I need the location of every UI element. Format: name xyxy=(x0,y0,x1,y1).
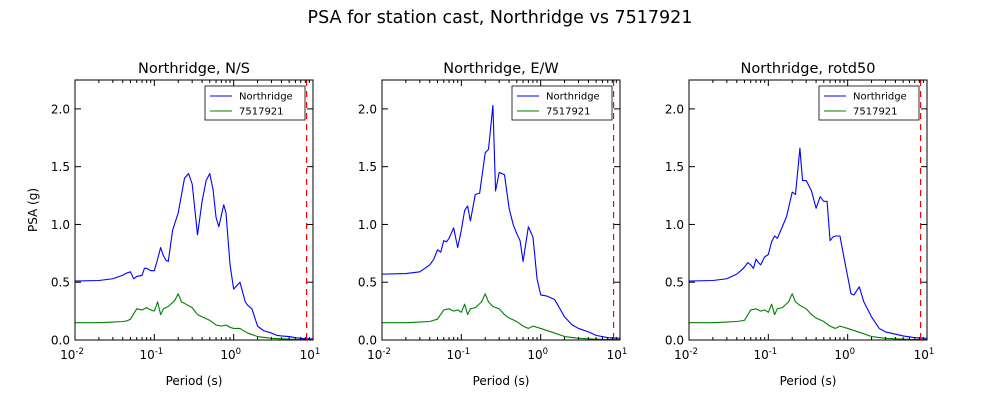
legend: Northridge 7517921 xyxy=(204,85,306,121)
x-tick-label: 10-1 xyxy=(139,347,163,362)
y-tick-label: 0.5 xyxy=(665,276,684,290)
legend-label: 7517921 xyxy=(853,107,898,118)
plot-area xyxy=(689,80,927,340)
legend-label: 7517921 xyxy=(546,107,591,118)
x-axis-label: Period (s) xyxy=(780,374,837,388)
legend-label: Northridge xyxy=(546,92,600,103)
legend-box xyxy=(204,85,306,121)
legend-label: Northridge xyxy=(853,92,907,103)
x-tick-label: 10-2 xyxy=(367,347,391,362)
x-tick-label: 10-1 xyxy=(446,347,470,362)
series-line-7517921 xyxy=(382,293,620,340)
x-tick-label: 10-1 xyxy=(753,347,777,362)
panel-title: Northridge, rotd50 xyxy=(741,61,876,77)
panel-title: Northridge, N/S xyxy=(138,61,250,77)
legend: Northridge 7517921 xyxy=(511,85,613,121)
x-tick-label: 101 xyxy=(607,347,628,362)
y-tick-label: 0.5 xyxy=(358,276,377,290)
y-axis-label: PSA (g) xyxy=(26,188,40,232)
chart-panel-3: 10-2 10-1 100 101 0.0 0.5 1.0 1.5 2.0 Northridge,… xyxy=(665,61,934,388)
plot-area xyxy=(75,80,313,340)
y-tick-label: 2.0 xyxy=(665,102,684,116)
y-tick-label: 1.5 xyxy=(665,160,684,174)
series-line-7517921 xyxy=(75,293,313,340)
plot-area xyxy=(382,80,620,340)
x-tick-label: 101 xyxy=(914,347,935,362)
x-tick-label: 100 xyxy=(220,347,241,362)
y-tick-label: 0.0 xyxy=(51,334,70,348)
x-tick-label: 101 xyxy=(300,347,321,362)
y-tick-label: 1.0 xyxy=(358,218,377,232)
y-tick-label: 2.0 xyxy=(358,102,377,116)
y-tick-label: 1.0 xyxy=(665,218,684,232)
axes-frame xyxy=(381,79,621,341)
axes-frame xyxy=(74,79,314,341)
y-tick-label: 2.0 xyxy=(51,102,70,116)
y-tick-label: 1.5 xyxy=(358,160,377,174)
y-tick-label: 0.5 xyxy=(51,276,70,290)
y-tick-label: 0.0 xyxy=(665,334,684,348)
x-axis-label: Period (s) xyxy=(166,374,223,388)
y-tick-label: 1.0 xyxy=(51,218,70,232)
y-tick-label: 0.0 xyxy=(358,334,377,348)
x-tick-label: 100 xyxy=(834,347,855,362)
series-line-northridge xyxy=(689,147,927,339)
series-line-7517921 xyxy=(689,293,927,340)
chart-panel-1: 10-2 10-1 100 101 0.0 0.5 1.0 1.5 2.0 Northridge,… xyxy=(26,61,320,388)
legend-box xyxy=(511,85,613,121)
series-line-northridge xyxy=(75,173,313,340)
x-tick-label: 100 xyxy=(527,347,548,362)
legend-label: Northridge xyxy=(239,92,293,103)
y-tick-label: 1.5 xyxy=(51,160,70,174)
series-line-northridge xyxy=(382,104,620,339)
legend-box xyxy=(818,85,920,121)
legend-label: 7517921 xyxy=(239,107,284,118)
chart-panel-2: 10-2 10-1 100 101 0.0 0.5 1.0 1.5 2.0 Northridge,… xyxy=(358,61,627,388)
x-tick-label: 10-2 xyxy=(674,347,698,362)
x-tick-label: 10-2 xyxy=(60,347,84,362)
figure-title: PSA for station cast, Northridge vs 7517… xyxy=(308,8,693,28)
x-axis-label: Period (s) xyxy=(473,374,530,388)
legend: Northridge 7517921 xyxy=(818,85,920,121)
panel-title: Northridge, E/W xyxy=(443,61,558,77)
axes-frame xyxy=(688,79,928,341)
